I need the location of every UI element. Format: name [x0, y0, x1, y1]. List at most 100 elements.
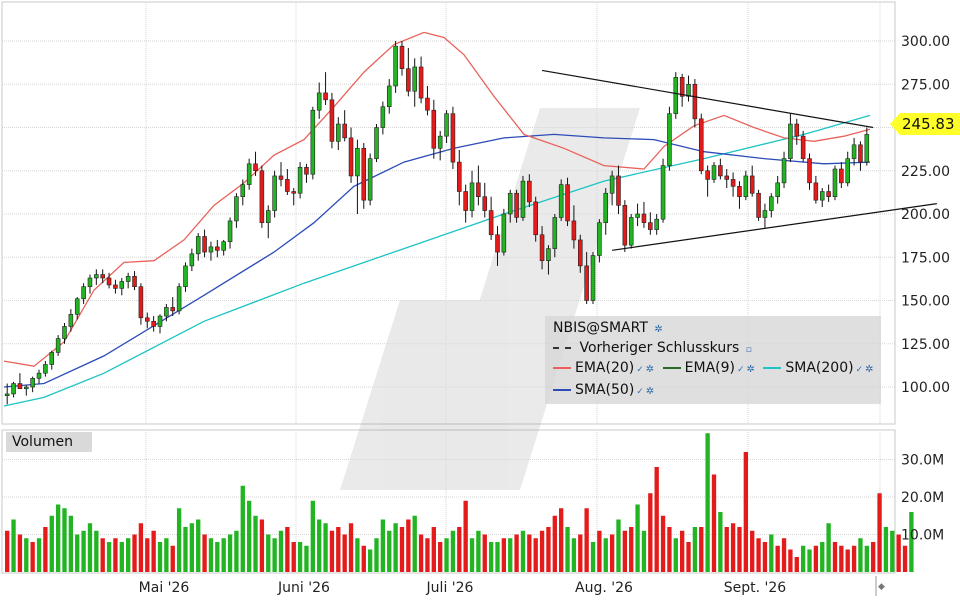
- candle-up: [240, 184, 246, 197]
- volume-bar: [565, 527, 570, 572]
- candle-down: [253, 163, 258, 172]
- volume-bar: [495, 542, 500, 572]
- candle-up: [507, 192, 513, 215]
- legend-title-row: NBIS@SMART ✲: [553, 318, 663, 338]
- candle-down: [730, 179, 736, 187]
- candle-up: [164, 307, 169, 317]
- volume-bar: [323, 523, 328, 572]
- volume-bar: [648, 493, 653, 572]
- candle-down: [113, 284, 118, 289]
- volume-bar: [641, 530, 647, 572]
- volume-bar: [291, 542, 296, 572]
- volume-tick-label: 10.0M: [901, 528, 944, 544]
- volume-bar: [730, 523, 736, 572]
- legend-item-ema20[interactable]: EMA(20) ✓ ✲: [553, 358, 654, 380]
- volume-bar: [227, 534, 233, 572]
- candle-down: [463, 191, 468, 211]
- volume-bar: [781, 538, 787, 572]
- volume-bar: [864, 545, 869, 572]
- volume-bar: [94, 530, 99, 572]
- candle-up: [546, 248, 551, 262]
- volume-bar: [609, 534, 615, 572]
- candle-down: [100, 274, 105, 279]
- candle-up: [845, 158, 850, 184]
- visibility-icon[interactable]: ▫: [745, 345, 752, 355]
- candle-up: [437, 135, 443, 149]
- candle-up: [597, 222, 602, 256]
- candle-up: [552, 217, 558, 249]
- check-icon[interactable]: ✓: [636, 365, 644, 375]
- volume-bar: [272, 538, 277, 572]
- volume-bar: [737, 527, 742, 572]
- volume-bar: [355, 538, 360, 572]
- volume-bar: [883, 527, 889, 572]
- volume-bar: [807, 549, 812, 572]
- volume-bar: [132, 534, 137, 572]
- svg-text:◆: ◆: [878, 582, 885, 592]
- volume-bar: [514, 534, 519, 572]
- candle-down: [616, 175, 621, 206]
- check-icon[interactable]: ✓: [636, 387, 644, 397]
- price-tick-label: 125.00: [901, 337, 950, 353]
- candle-down: [527, 180, 532, 203]
- settings-icon[interactable]: ✲: [645, 386, 655, 397]
- volume-bar: [106, 542, 112, 572]
- candle-down: [329, 99, 335, 142]
- volume-bar: [832, 542, 838, 572]
- candle-down: [698, 118, 704, 172]
- volume-bar: [858, 538, 863, 572]
- legend-item-sma50[interactable]: SMA(50) ✓ ✲: [553, 380, 654, 402]
- volume-bar: [11, 519, 16, 572]
- candle-down: [807, 158, 812, 184]
- volume-bar: [406, 519, 411, 572]
- candle-down: [457, 161, 462, 192]
- candle-up: [297, 166, 303, 194]
- volume-bar: [75, 534, 80, 572]
- check-icon[interactable]: ✓: [855, 365, 864, 375]
- prev-close-swatch: [553, 347, 571, 349]
- candle-up: [775, 182, 780, 198]
- legend-item-ema9[interactable]: EMA(9) ✓ ✲: [662, 358, 755, 380]
- candle-up: [788, 123, 793, 159]
- volume-axis: 30.0M 20.0M 10.0M: [901, 453, 944, 544]
- volume-bar: [629, 527, 634, 572]
- candle-down: [641, 213, 647, 223]
- candle-down: [577, 239, 583, 267]
- settings-icon[interactable]: ✲: [645, 364, 655, 375]
- volume-bar: [584, 508, 589, 572]
- candle-up: [520, 180, 526, 218]
- check-icon[interactable]: ✓: [736, 365, 745, 375]
- price-tick-label: 150.00: [901, 294, 950, 310]
- scroll-marker[interactable]: ◆: [875, 576, 885, 596]
- volume-bar: [380, 519, 386, 572]
- volume-bar: [278, 530, 284, 572]
- volume-bar: [87, 523, 93, 572]
- volume-bar: [667, 527, 672, 572]
- candle-up: [74, 298, 80, 315]
- candle-up: [864, 134, 870, 163]
- volume-bar: [488, 542, 494, 572]
- settings-icon[interactable]: ✲: [746, 364, 755, 375]
- candle-down: [425, 97, 430, 111]
- candle-up: [393, 45, 398, 87]
- candle-up: [68, 314, 74, 327]
- settings-icon[interactable]: ✲: [654, 324, 663, 335]
- volume-bar: [457, 527, 462, 572]
- settings-icon[interactable]: ✲: [865, 364, 874, 375]
- candle-up: [176, 286, 182, 312]
- candle-down: [342, 123, 347, 139]
- volume-bar: [902, 545, 908, 572]
- candle-down: [278, 175, 284, 180]
- volume-bar: [151, 530, 156, 572]
- volume-bar: [387, 530, 392, 572]
- volume-bar: [221, 538, 226, 572]
- candle-down: [839, 168, 844, 184]
- candle-down: [418, 66, 424, 99]
- candle-down: [151, 320, 156, 327]
- volume-tick-label: 30.0M: [901, 453, 944, 469]
- volume-bar: [603, 538, 608, 572]
- legend-item-sma200[interactable]: SMA(200) ✓ ✲: [763, 358, 874, 380]
- candle-down: [514, 192, 519, 218]
- candle-up: [654, 218, 659, 230]
